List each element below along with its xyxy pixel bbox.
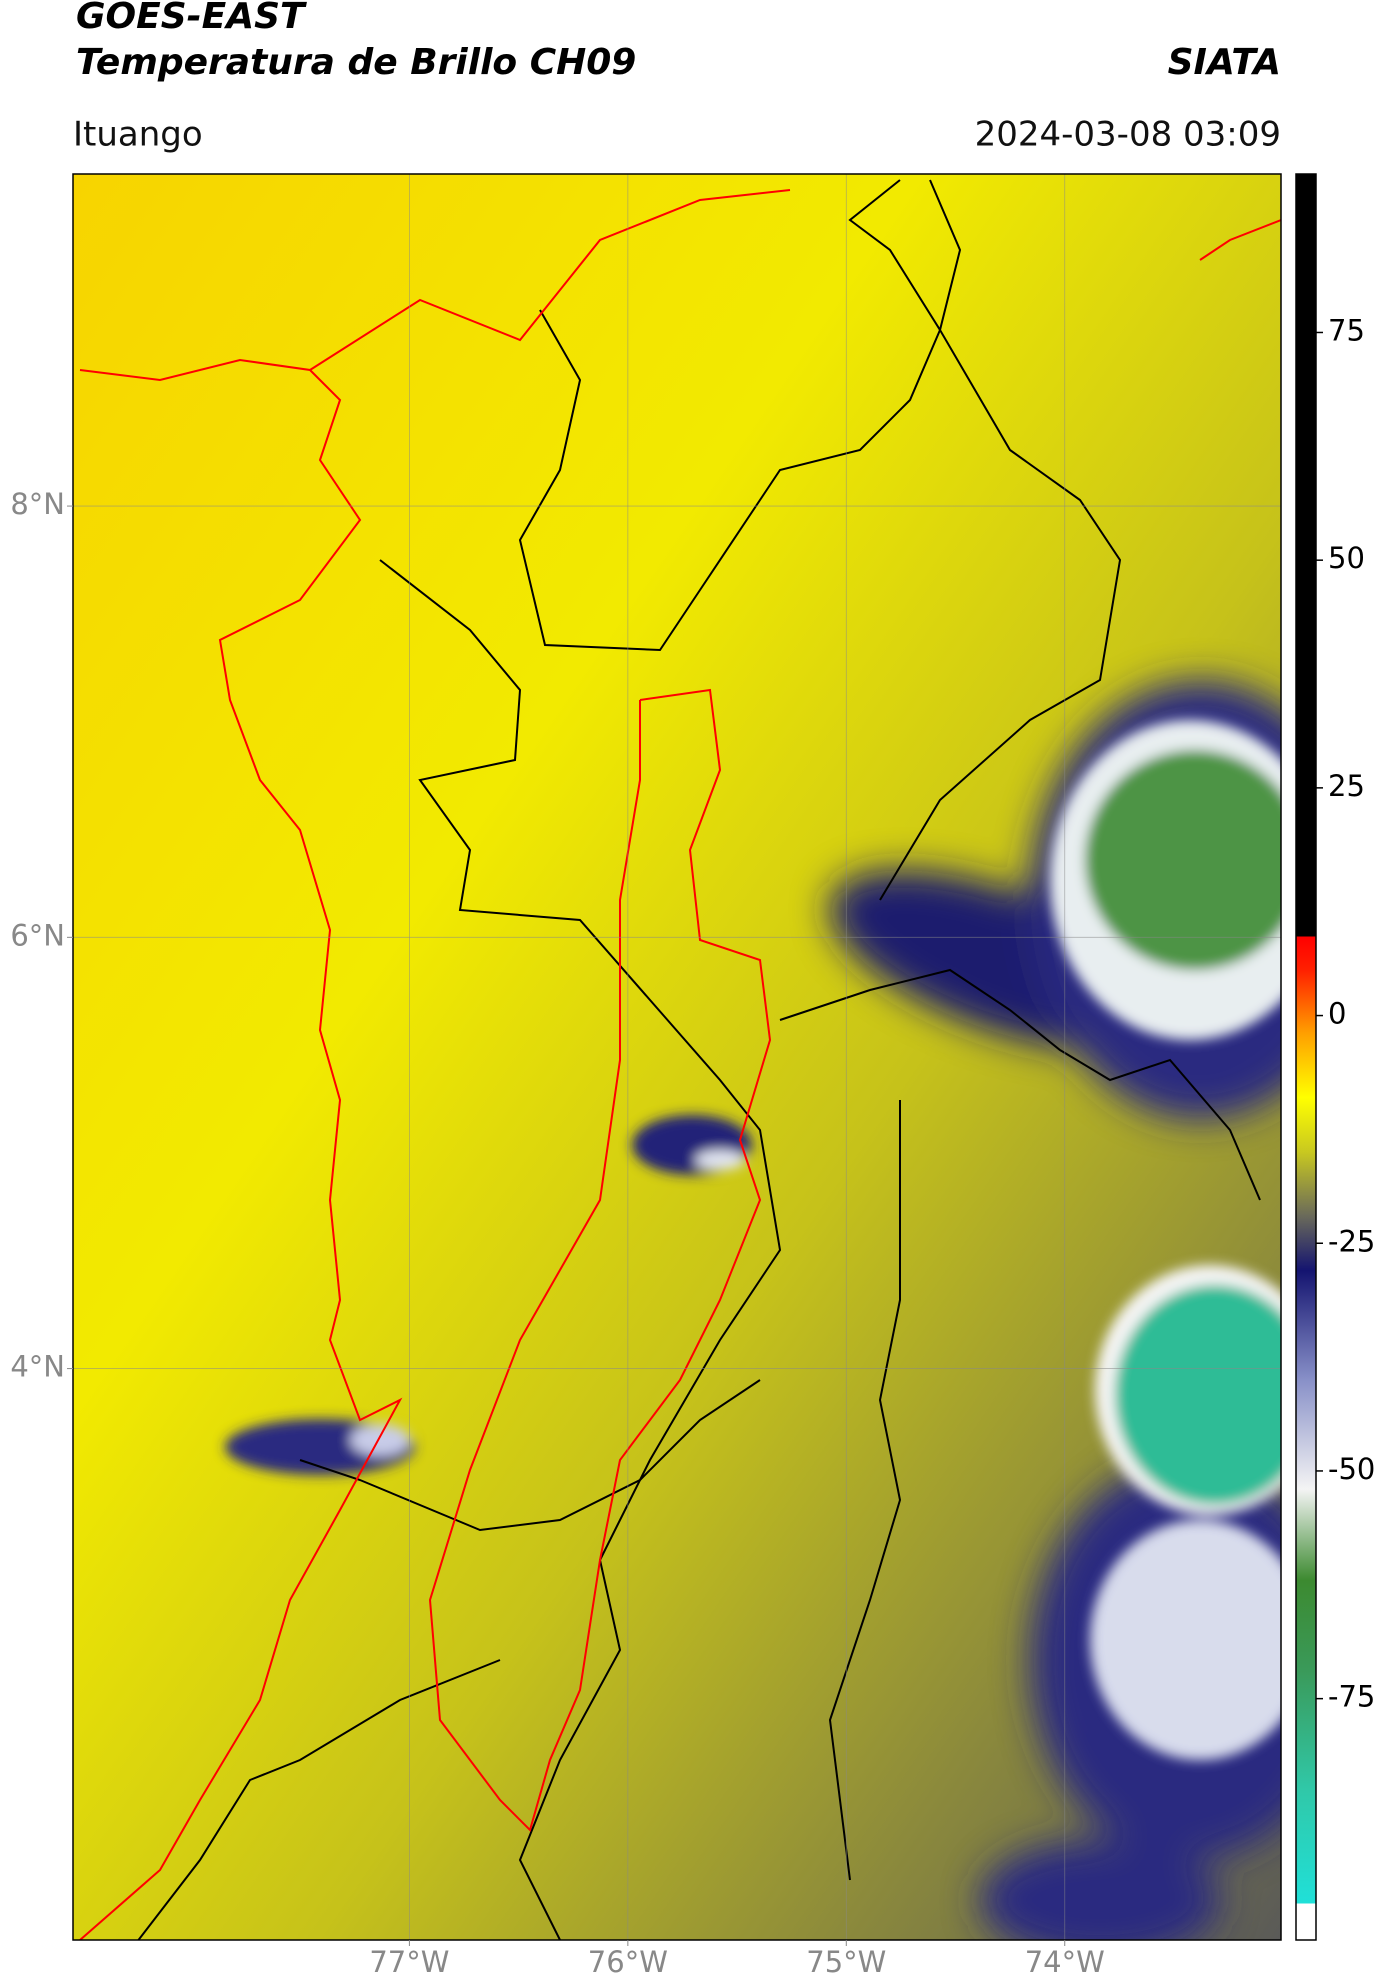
colorbar-tick-label: -25 bbox=[1328, 1224, 1375, 1258]
y-tick-label: 6°N bbox=[10, 918, 65, 952]
x-tick-label: 74°W bbox=[1025, 1945, 1105, 1979]
colorbar bbox=[1296, 174, 1316, 1940]
datetime: 2024-03-08 03:09 bbox=[975, 115, 1281, 155]
colorbar-tick-label: 25 bbox=[1328, 769, 1365, 803]
satellite-image bbox=[73, 174, 1281, 1940]
x-tick-label: 77°W bbox=[369, 1945, 449, 1979]
colorbar-tick-label: -50 bbox=[1328, 1452, 1375, 1486]
subtitle: Temperatura de Brillo CH09 bbox=[76, 42, 636, 83]
colorbar-tick-label: 0 bbox=[1328, 997, 1346, 1031]
title: GOES-EAST bbox=[76, 0, 307, 37]
colorbar-frame bbox=[1295, 173, 1317, 1941]
x-tick-label: 75°W bbox=[806, 1945, 886, 1979]
x-tick-label: 76°W bbox=[588, 1945, 668, 1979]
y-tick-label: 8°N bbox=[10, 487, 65, 521]
colorbar-tick-label: 75 bbox=[1328, 313, 1365, 347]
colorbar-tick-label: 50 bbox=[1328, 541, 1365, 575]
location: Ituango bbox=[73, 115, 203, 155]
y-tick-label: 4°N bbox=[10, 1350, 65, 1384]
colorbar-tick-label: -75 bbox=[1328, 1680, 1375, 1714]
map-frame bbox=[72, 173, 1282, 1941]
source: SIATA bbox=[1168, 42, 1281, 83]
